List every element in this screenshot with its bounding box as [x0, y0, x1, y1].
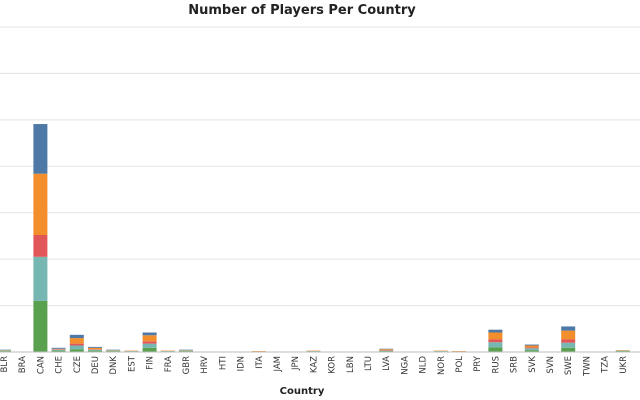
- bar-segment-cze-2: [69, 343, 84, 346]
- bar-stacks: [0, 124, 630, 352]
- bar-segment-can-4: [33, 124, 48, 174]
- bar-segment-deu-1: [88, 349, 102, 351]
- bar-segment-svk-2: [524, 347, 539, 349]
- x-tick-nld: NLD: [419, 356, 429, 374]
- x-tick-lbn: LBN: [346, 356, 356, 373]
- x-tick-can: CAN: [36, 356, 46, 374]
- x-tick-fin: FIN: [146, 356, 156, 370]
- bar-segment-cze-3: [69, 338, 84, 344]
- bar-segment-can-3: [33, 173, 48, 235]
- x-tick-pry: PRY: [473, 355, 483, 371]
- bar-segment-cze-0: [69, 349, 84, 352]
- bar-segment-che-0: [51, 350, 66, 352]
- bar-segment-deu-4: [88, 346, 102, 348]
- x-tick-hrv: HRV: [200, 356, 210, 374]
- bar-segment-swe-0: [561, 347, 576, 352]
- bar-segment-rus-3: [488, 332, 503, 340]
- bar-segment-fin-2: [142, 341, 157, 344]
- x-tick-ita: ITA: [255, 356, 265, 369]
- bar-segment-rus-2: [488, 339, 503, 343]
- bar-segment-svk-1: [524, 348, 539, 351]
- x-tick-jpn: JPN: [291, 356, 301, 371]
- bar-segment-rus-1: [488, 342, 503, 348]
- x-tick-svk: SVK: [528, 356, 538, 373]
- bar-segment-swe-3: [561, 330, 576, 340]
- x-tick-tza: TZA: [601, 356, 611, 374]
- bar-segment-can-2: [33, 235, 48, 257]
- x-tick-lva: LVA: [382, 356, 392, 371]
- chart-title: Number of Players Per Country: [188, 3, 416, 18]
- bar-segment-cze-4: [69, 334, 84, 339]
- x-tick-pol: POL: [455, 356, 465, 373]
- x-tick-labels: BLR BRA CAN CHE CZE DEU DNK EST FIN FRA GBR HRV HTI I…: [0, 355, 629, 377]
- x-tick-deu: DEU: [91, 356, 101, 374]
- x-tick-jam: JAM: [273, 356, 283, 373]
- x-tick-kaz: KAZ: [309, 356, 319, 373]
- bar-segment-svk-4: [524, 344, 539, 346]
- bar-segment-fin-0: [142, 347, 157, 352]
- bar-segment-can-0: [33, 300, 48, 352]
- grid-lines: [0, 26, 640, 307]
- x-tick-dnk: DNK: [109, 356, 119, 375]
- x-tick-fra: FRA: [164, 356, 174, 372]
- bar-segment-lva-3: [379, 349, 394, 351]
- bar-segment-swe-2: [561, 339, 576, 343]
- bar-segment-swe-1: [561, 342, 576, 348]
- x-tick-blr: BLR: [0, 356, 10, 373]
- x-tick-hti: HTI: [218, 356, 228, 370]
- x-tick-swe: SWE: [564, 356, 574, 375]
- x-tick-est: EST: [127, 355, 137, 372]
- x-axis-title: Country: [280, 386, 325, 397]
- bar-segment-rus-4: [488, 329, 503, 333]
- x-tick-che: CHE: [55, 356, 65, 374]
- bar-segment-che-1: [51, 349, 66, 351]
- bar-segment-can-1: [33, 256, 48, 301]
- x-tick-idn: IDN: [237, 356, 247, 371]
- bar-segment-fin-1: [142, 343, 157, 348]
- bar-segment-deu-0: [88, 350, 102, 352]
- x-tick-kor: KOR: [328, 356, 338, 374]
- bar-segment-fin-3: [142, 335, 157, 342]
- x-tick-twn: TWN: [582, 356, 592, 377]
- x-tick-ltu: LTU: [364, 356, 374, 371]
- x-tick-nor: NOR: [437, 356, 447, 375]
- x-tick-bra: BRA: [18, 356, 28, 373]
- x-tick-srb: SRB: [510, 356, 520, 373]
- x-tick-gbr: GBR: [182, 356, 192, 374]
- bar-segment-fin-4: [142, 332, 157, 336]
- bar-segment-svk-0: [524, 350, 539, 352]
- bar-segment-deu-3: [88, 347, 102, 350]
- bar-segment-che-4: [51, 347, 66, 349]
- bar-segment-rus-0: [488, 347, 503, 352]
- x-tick-cze: CZE: [73, 356, 83, 373]
- x-tick-rus: RUS: [491, 356, 501, 374]
- bar-segment-svk-3: [524, 345, 539, 348]
- bar-segment-swe-4: [561, 326, 576, 331]
- x-tick-nga: NGA: [400, 356, 410, 375]
- bar-segment-cze-1: [69, 345, 84, 350]
- x-tick-svn: SVN: [546, 356, 556, 374]
- x-tick-ukr: UKR: [619, 356, 629, 374]
